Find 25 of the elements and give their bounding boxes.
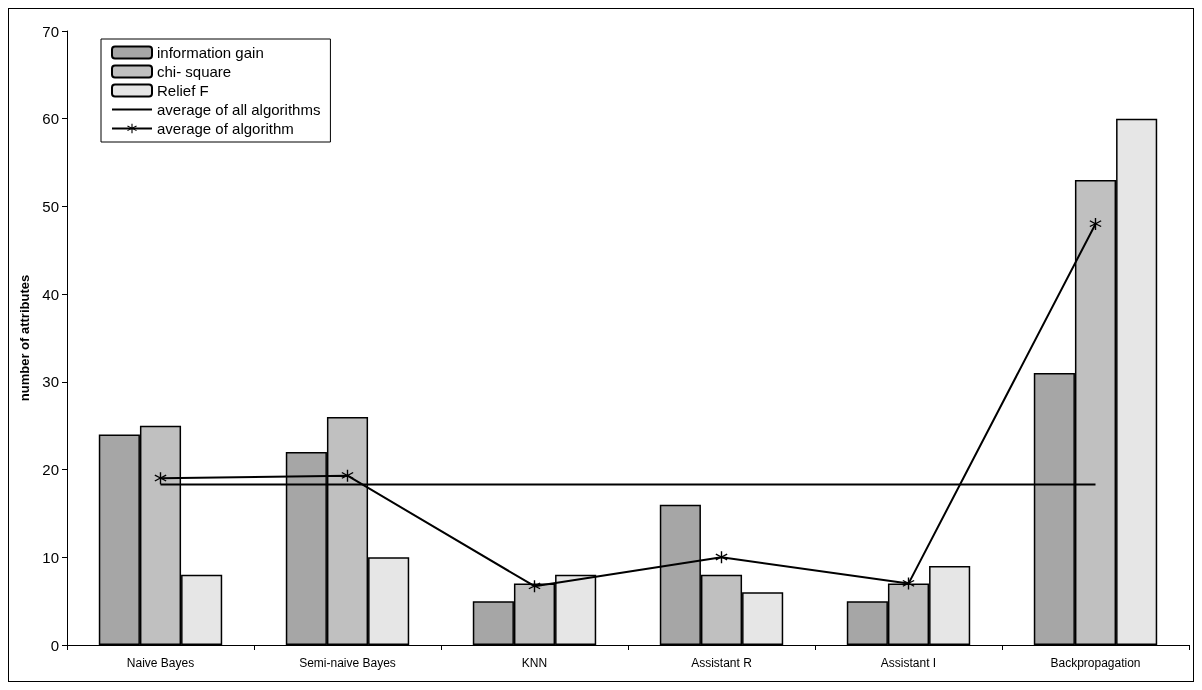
x-tick-label: Assistant I [880, 656, 937, 670]
x-tick-label: Assistant R [691, 656, 753, 670]
y-tick-label: 10 [42, 548, 59, 566]
point [341, 469, 354, 482]
y-tick-label: 30 [42, 373, 59, 391]
x-tick-label: Backpropagation [1050, 656, 1141, 670]
y-tick-label: 40 [42, 285, 59, 303]
x-tick-label: Semi-naive Bayes [299, 656, 396, 670]
point [715, 551, 728, 564]
legend-label: chi- square [157, 63, 232, 80]
y-tick-label: 50 [42, 197, 59, 215]
y-tick-label: 70 [42, 22, 59, 40]
legend-label: average of algorithm [157, 120, 294, 137]
legend-label: Relief F [157, 82, 209, 99]
y-tick-label: 60 [42, 110, 59, 128]
point [528, 580, 541, 593]
y-tick-label: 20 [42, 461, 59, 479]
legend-label: average of all algorithms [157, 101, 321, 118]
x-tick-label: KNN [521, 656, 548, 670]
x-tick-label: Naive Bayes [126, 656, 195, 670]
y-tick-label: 0 [50, 636, 59, 654]
legend-label: information gain [157, 44, 264, 61]
point [154, 472, 167, 485]
y-axis-title: number of attributes [17, 274, 32, 402]
point [1089, 217, 1102, 230]
